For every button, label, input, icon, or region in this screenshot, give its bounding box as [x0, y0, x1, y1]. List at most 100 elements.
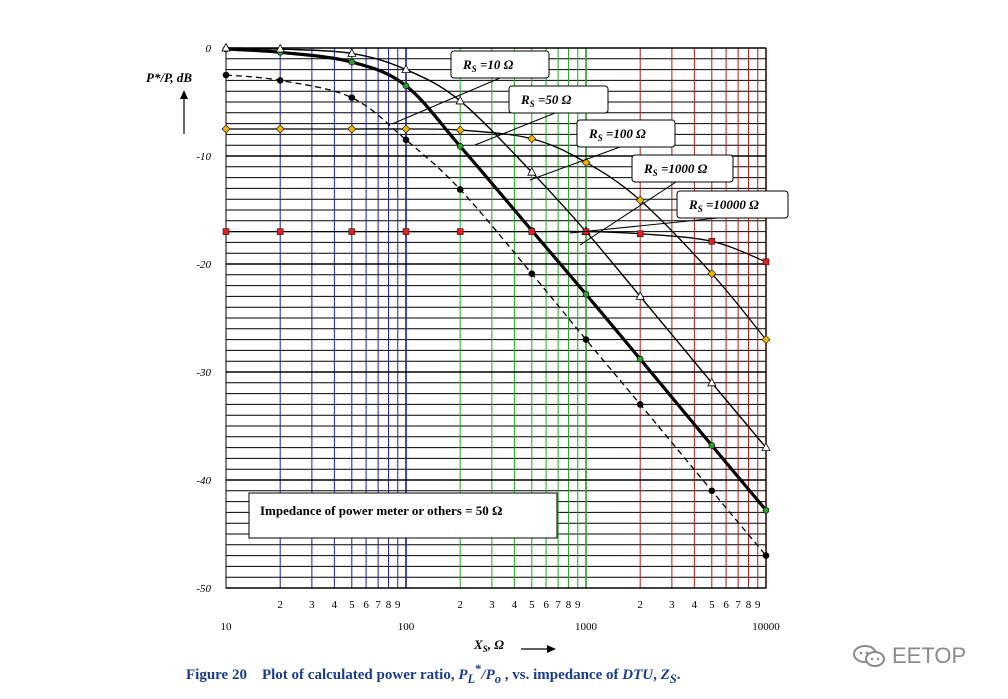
series-line — [225, 128, 767, 341]
x-major-tick-label: 10 — [221, 621, 233, 633]
data-point — [275, 124, 285, 134]
data-point — [707, 269, 717, 279]
callout-leader-line — [391, 77, 501, 125]
x-minor-tick-label: 5 — [709, 599, 715, 611]
data-point — [456, 186, 464, 193]
data-point — [221, 124, 231, 134]
eetop-watermark: EETOP — [852, 643, 966, 669]
x-minor-tick-label: 4 — [332, 599, 338, 611]
data-point — [402, 228, 410, 235]
data-point — [347, 48, 357, 57]
caption-text-1: Plot of calculated power ratio, — [261, 667, 459, 683]
series-line — [225, 47, 767, 449]
series-line — [225, 74, 767, 557]
data-point — [635, 195, 645, 205]
data-point — [636, 355, 644, 363]
data-point — [761, 335, 771, 345]
y-tick-label: -50 — [196, 583, 211, 595]
callout-leader-line — [569, 217, 719, 234]
x-minor-tick-label: 7 — [735, 599, 741, 611]
data-point — [348, 94, 356, 101]
y-tick-label: -20 — [196, 259, 211, 271]
data-point — [635, 291, 645, 300]
y-tick-label: 0 — [206, 43, 212, 55]
x-minor-tick-label: 4 — [512, 599, 518, 611]
x-minor-tick-label: 5 — [529, 599, 535, 611]
data-point — [527, 134, 537, 144]
data-point — [582, 336, 590, 343]
series-line — [225, 230, 767, 263]
data-point — [528, 270, 536, 278]
x-minor-tick-label: 2 — [637, 599, 643, 611]
callout-box — [631, 154, 734, 183]
x-minor-tick-label: 8 — [386, 599, 392, 611]
data-point — [761, 442, 771, 452]
data-point — [402, 82, 410, 90]
data-point — [455, 125, 465, 135]
data-point — [222, 228, 230, 235]
x-minor-tick-label: 3 — [489, 599, 495, 611]
x-major-tick-label: 100 — [398, 621, 415, 633]
data-point — [708, 487, 716, 495]
series-line — [225, 47, 768, 512]
x-minor-tick-label: 9 — [755, 599, 761, 611]
x-minor-tick-label: 2 — [457, 599, 463, 611]
callout-leader-line — [579, 181, 677, 246]
callout-box — [450, 50, 550, 79]
data-point — [401, 124, 411, 134]
series-label: RS =1000 Ω — [643, 161, 708, 178]
caption-figure-number: Figure 20 — [186, 667, 247, 683]
chat-bubbles-icon — [853, 645, 885, 667]
x-axis-label: XS, Ω — [473, 637, 504, 654]
series-label: RS =100 Ω — [588, 126, 646, 143]
impedance-note-text: Impedance of power meter or others = 50 … — [260, 503, 502, 518]
data-point — [708, 442, 716, 449]
data-point — [402, 136, 410, 144]
y-axis-up-arrow — [180, 90, 188, 134]
data-point — [707, 377, 717, 387]
x-minor-tick-label: 8 — [566, 599, 572, 611]
callout-box — [508, 85, 609, 114]
x-minor-tick-label: 3 — [309, 599, 315, 611]
x-minor-tick-label: 5 — [349, 599, 355, 611]
callout-box — [676, 190, 789, 219]
data-point — [455, 95, 465, 105]
data-point — [762, 506, 770, 514]
y-minor-gridlines — [226, 58, 766, 578]
series-lines — [225, 47, 768, 557]
data-point — [527, 166, 537, 176]
data-point — [762, 258, 770, 266]
x-minor-tick-label: 2 — [277, 599, 283, 611]
series-markers — [221, 42, 771, 559]
data-point — [348, 58, 356, 66]
x-minor-tick-label: 6 — [363, 599, 369, 611]
data-point — [528, 228, 536, 235]
y-axis-label: P*/P, dB — [146, 70, 192, 85]
figure-caption: Figure 20 Plot of calculated power ratio… — [186, 662, 681, 686]
callout-leader-line — [529, 146, 621, 181]
y-tick-label: -10 — [196, 151, 211, 163]
data-point — [222, 71, 230, 79]
data-point — [456, 228, 464, 235]
data-point — [636, 401, 644, 408]
x-minor-tick-label: 9 — [395, 599, 401, 611]
series-callouts: RS =10 Ω RS =50 Ω RS =100 Ω RS =1000 Ω RS =1… — [391, 50, 789, 246]
y-tick-label: -30 — [196, 367, 211, 379]
x-axis-right-arrow — [521, 645, 556, 653]
x-minor-tick-label: 7 — [555, 599, 561, 611]
y-tick-label: -40 — [196, 475, 211, 487]
data-point — [582, 290, 590, 298]
callout-leader-line — [474, 112, 556, 146]
x-minor-tick-label: 7 — [375, 599, 381, 611]
plot-frame — [225, 47, 767, 589]
data-point — [348, 228, 356, 235]
x-minor-tick-label: 6 — [723, 599, 729, 611]
x-minor-tick-label: 3 — [669, 599, 675, 611]
series-label: RS =10 Ω — [462, 57, 514, 74]
watermark-text: EETOP — [892, 643, 967, 668]
series-label: RS =10000 Ω — [688, 197, 759, 214]
data-point — [347, 124, 357, 134]
series-label: RS =50 Ω — [520, 92, 572, 109]
data-point — [401, 64, 411, 73]
